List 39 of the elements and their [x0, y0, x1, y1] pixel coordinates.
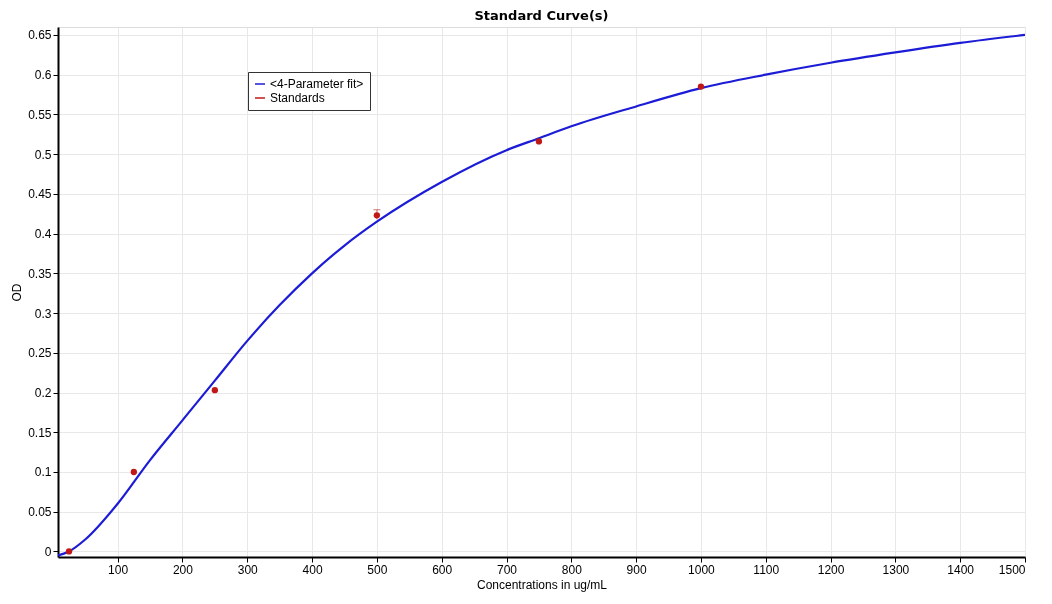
y-tick-label: 0.15	[28, 425, 52, 440]
x-tick-label: 100	[108, 562, 129, 577]
point	[535, 138, 543, 145]
point	[65, 548, 73, 555]
y-tick-label: 0.55	[28, 107, 52, 122]
x-tick-label: 1500	[998, 562, 1026, 577]
y-tick-label: 0.05	[28, 505, 52, 520]
y-tick-label: 0.65	[28, 28, 52, 43]
legend-label: <4-Parameter fit>	[270, 77, 364, 91]
x-tick-label: 1100	[753, 562, 780, 577]
x-tick-label: 200	[172, 562, 194, 577]
point	[697, 83, 705, 90]
x-tick-label: 500	[367, 562, 388, 577]
x-tick-label: 1400	[947, 562, 975, 577]
y-tick-label: 0.25	[28, 346, 52, 361]
point	[211, 386, 219, 394]
x-tick-label: 1200	[817, 562, 845, 577]
y-tick-label: 0.2	[34, 386, 52, 401]
x-tick-label: 300	[237, 562, 259, 577]
chart-title: Standard Curve(s)	[474, 8, 609, 23]
x-axis-title: Concentrations in ug/mL	[476, 577, 608, 592]
y-tick-label: 0	[44, 544, 52, 559]
legend-label: Standards	[270, 91, 325, 105]
x-tick-label: 600	[432, 562, 453, 577]
x-tick-label: 700	[496, 562, 518, 577]
x-tick-label: 1300	[882, 562, 910, 577]
x-tick-label: 900	[626, 562, 647, 577]
y-tick-label: 0.45	[28, 187, 52, 202]
x-tick-label: 1000	[688, 562, 716, 577]
point	[130, 468, 137, 476]
y-tick-label: 0.5	[34, 147, 52, 162]
y-tick-label: 0.3	[34, 306, 52, 321]
y-tick-label: 0.4	[34, 227, 52, 242]
y-tick-label: 0.6	[34, 68, 52, 83]
x-tick-label: 800	[561, 562, 583, 577]
y-axis-title: OD	[10, 283, 25, 302]
y-tick-label: 0.1	[34, 465, 52, 480]
y-tick-label: 0.35	[28, 266, 52, 281]
x-tick-label: 400	[302, 562, 323, 577]
